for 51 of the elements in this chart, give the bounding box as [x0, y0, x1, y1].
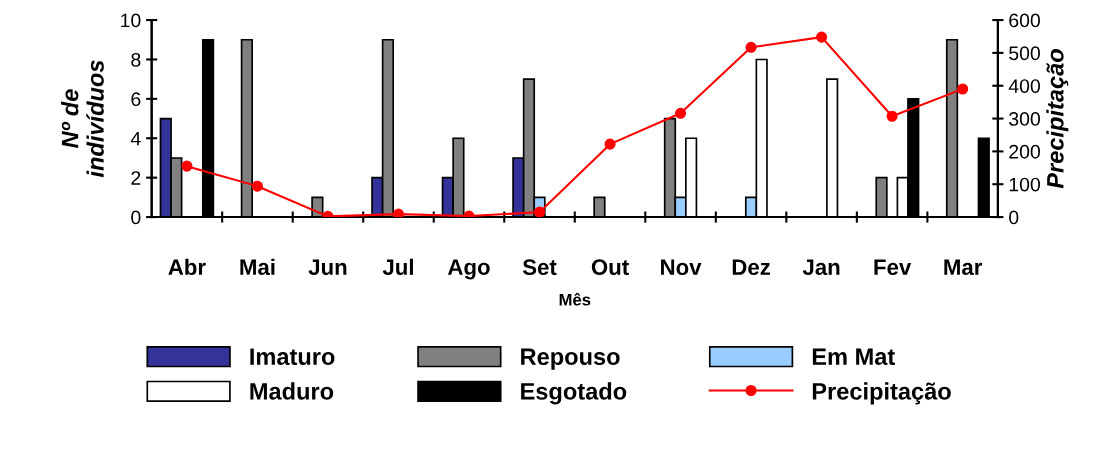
y2-tick-label: 300 [1009, 112, 1040, 126]
y2-tick-label: 400 [1008, 79, 1040, 93]
x-axis-title: Mês [559, 292, 591, 306]
point [886, 110, 898, 122]
point [745, 41, 757, 53]
point [604, 138, 616, 150]
x-tick-label: Jun [308, 259, 347, 276]
point [533, 206, 546, 218]
x-tick-label: Fev [874, 259, 912, 276]
point [251, 180, 263, 192]
bar [977, 137, 990, 218]
x-tick-label: Jul [382, 258, 413, 276]
point [674, 107, 687, 119]
x-tick-label: Dez [732, 259, 771, 276]
y-tick-label: 2 [131, 171, 141, 185]
x-tick-label: Ago [447, 259, 490, 280]
x-tick-label: Out [591, 259, 629, 276]
point [957, 83, 969, 95]
point [181, 160, 193, 172]
x-tick-label: Jan [802, 259, 840, 276]
x-tick-label: Nov [661, 259, 702, 276]
bar [875, 176, 888, 218]
y2-tick-label: 200 [1009, 144, 1040, 159]
legend-label: Esgotado [521, 382, 627, 405]
x-tick-label: Mai [240, 258, 275, 276]
y-tick-label: 10 [121, 13, 141, 28]
x-tick-label: Set [522, 259, 557, 276]
legend-label: Precipitação [812, 382, 951, 405]
y-tick-label: 0 [131, 210, 141, 225]
y2-axis-title: Precipitação [1046, 49, 1069, 189]
bar [240, 38, 253, 218]
y-tick-label: 8 [131, 52, 141, 67]
y2-tick-label: 500 [1009, 46, 1040, 61]
legend-label: Em Mat [812, 348, 895, 366]
point [392, 208, 405, 218]
x-tick-label: Abr [168, 258, 206, 276]
y2-tick-label: 100 [1009, 177, 1040, 192]
legend-label: Maduro [250, 382, 334, 400]
bar [201, 38, 215, 218]
y2-tick-label: 600 [1009, 13, 1040, 28]
y2-tick-label: 0 [1009, 210, 1019, 225]
y-tick-label: 4 [130, 131, 141, 146]
x-tick-label: Mar [944, 259, 983, 276]
bar [826, 78, 839, 218]
y-axis-title: Nº de indivíduos [61, 60, 104, 178]
legend-label: Imaturo [250, 348, 335, 366]
y-tick-label: 6 [131, 92, 141, 107]
bar [945, 38, 959, 218]
legend-label: Repouso [521, 348, 620, 370]
bar [593, 196, 606, 218]
point [816, 31, 828, 43]
